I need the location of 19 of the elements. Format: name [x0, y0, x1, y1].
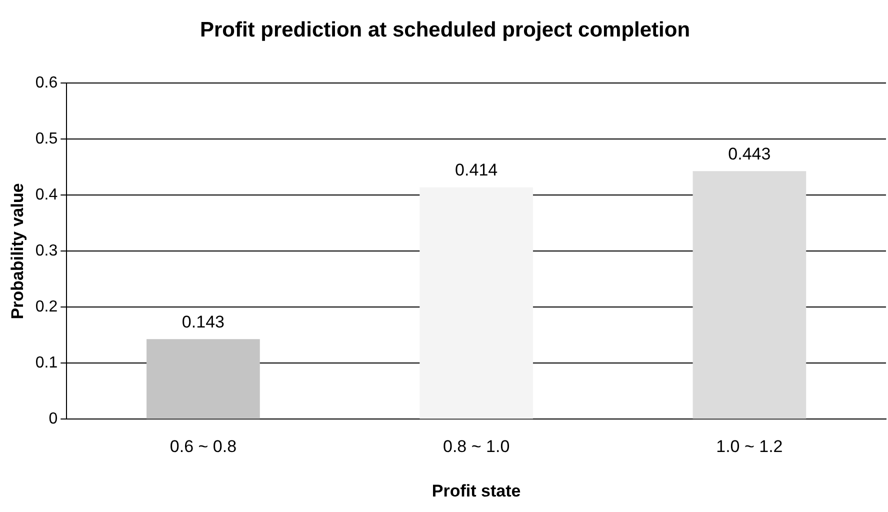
x-tick-label: 0.6 ~ 0.8 [170, 437, 237, 456]
x-tick-label: 1.0 ~ 1.2 [716, 437, 783, 456]
y-tick-label: 0.1 [35, 354, 58, 372]
bar [420, 187, 533, 419]
data-label: 0.143 [182, 312, 224, 332]
data-label: 0.443 [728, 144, 771, 164]
y-tick-label: 0.5 [35, 130, 58, 148]
y-tick-label: 0.2 [35, 298, 58, 316]
y-tick-label: 0.6 [35, 74, 58, 92]
x-tick-label: 0.8 ~ 1.0 [443, 437, 510, 456]
x-axis-title: Profit state [432, 481, 521, 500]
y-axis-title: Probability value [8, 183, 27, 320]
chart-title: Profit prediction at scheduled project completion [200, 18, 690, 42]
y-tick-label: 0 [48, 410, 58, 428]
bar [146, 339, 260, 419]
y-tick-label: 0.3 [35, 242, 58, 260]
bar [692, 171, 806, 419]
y-tick-label: 0.4 [35, 186, 58, 204]
data-label: 0.414 [455, 160, 498, 180]
